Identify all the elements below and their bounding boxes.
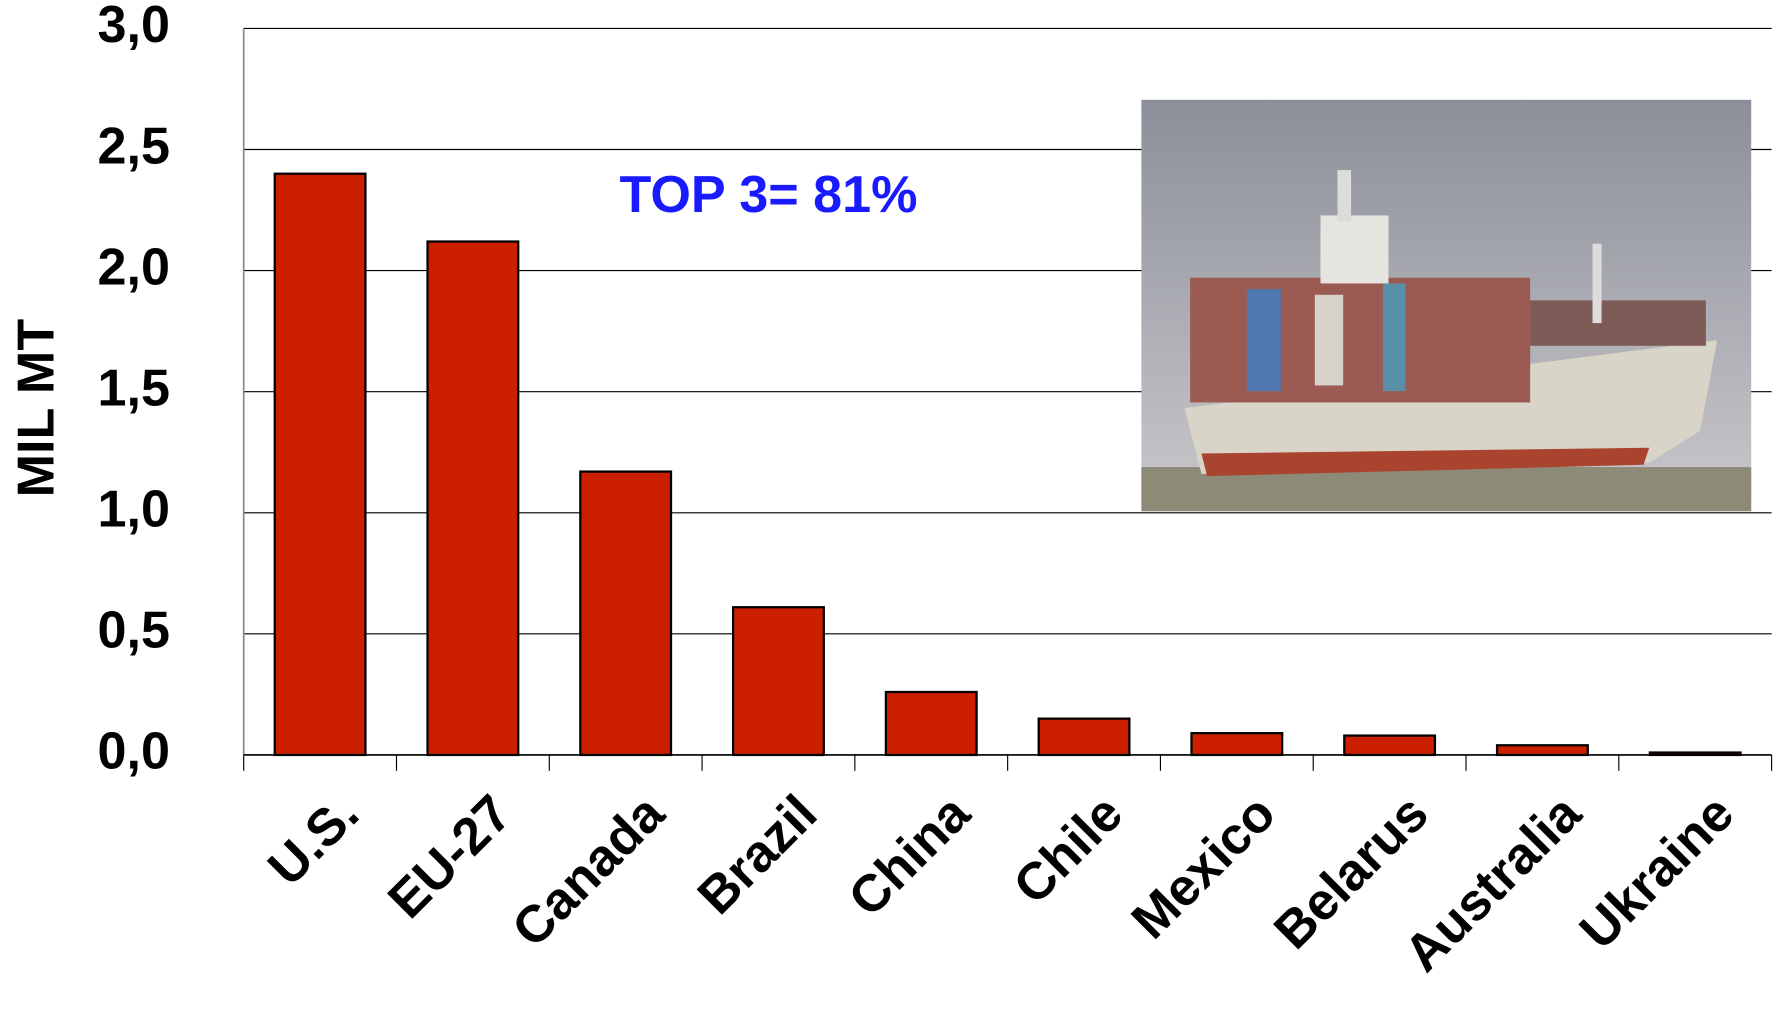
x-tick-label: Canada [501,784,676,959]
bar [1495,744,1589,757]
bar [426,240,520,757]
bar [1343,734,1437,757]
bar [731,606,825,757]
bar [1648,751,1742,757]
x-tick-label: Chile [1003,784,1134,915]
photo [1141,99,1752,512]
bar [579,470,673,757]
y-tick-label: 0,5 [98,602,170,660]
bar [1190,732,1284,757]
x-tick-label: Ukraine [1569,784,1745,960]
x-tick-label: Mexico [1121,784,1287,950]
x-tick-label: Brazil [687,784,828,925]
y-tick-label: 1,5 [98,359,170,417]
bar [884,690,978,757]
y-tick-label: 0,0 [98,723,170,781]
y-tick-label: 2,0 [98,238,170,296]
bar [273,172,367,757]
y-tick-label: 1,0 [98,481,170,539]
bar [1037,717,1131,757]
y-tick-label: 3,0 [98,0,170,54]
y-axis-title: MIL MT [7,319,65,498]
annotation: TOP 3= 81% [619,166,917,224]
x-tick-label: U.S. [257,784,370,897]
x-tick-label: China [838,784,982,928]
x-tick-label: EU-27 [377,784,522,929]
y-tick-label: 2,5 [98,117,170,175]
